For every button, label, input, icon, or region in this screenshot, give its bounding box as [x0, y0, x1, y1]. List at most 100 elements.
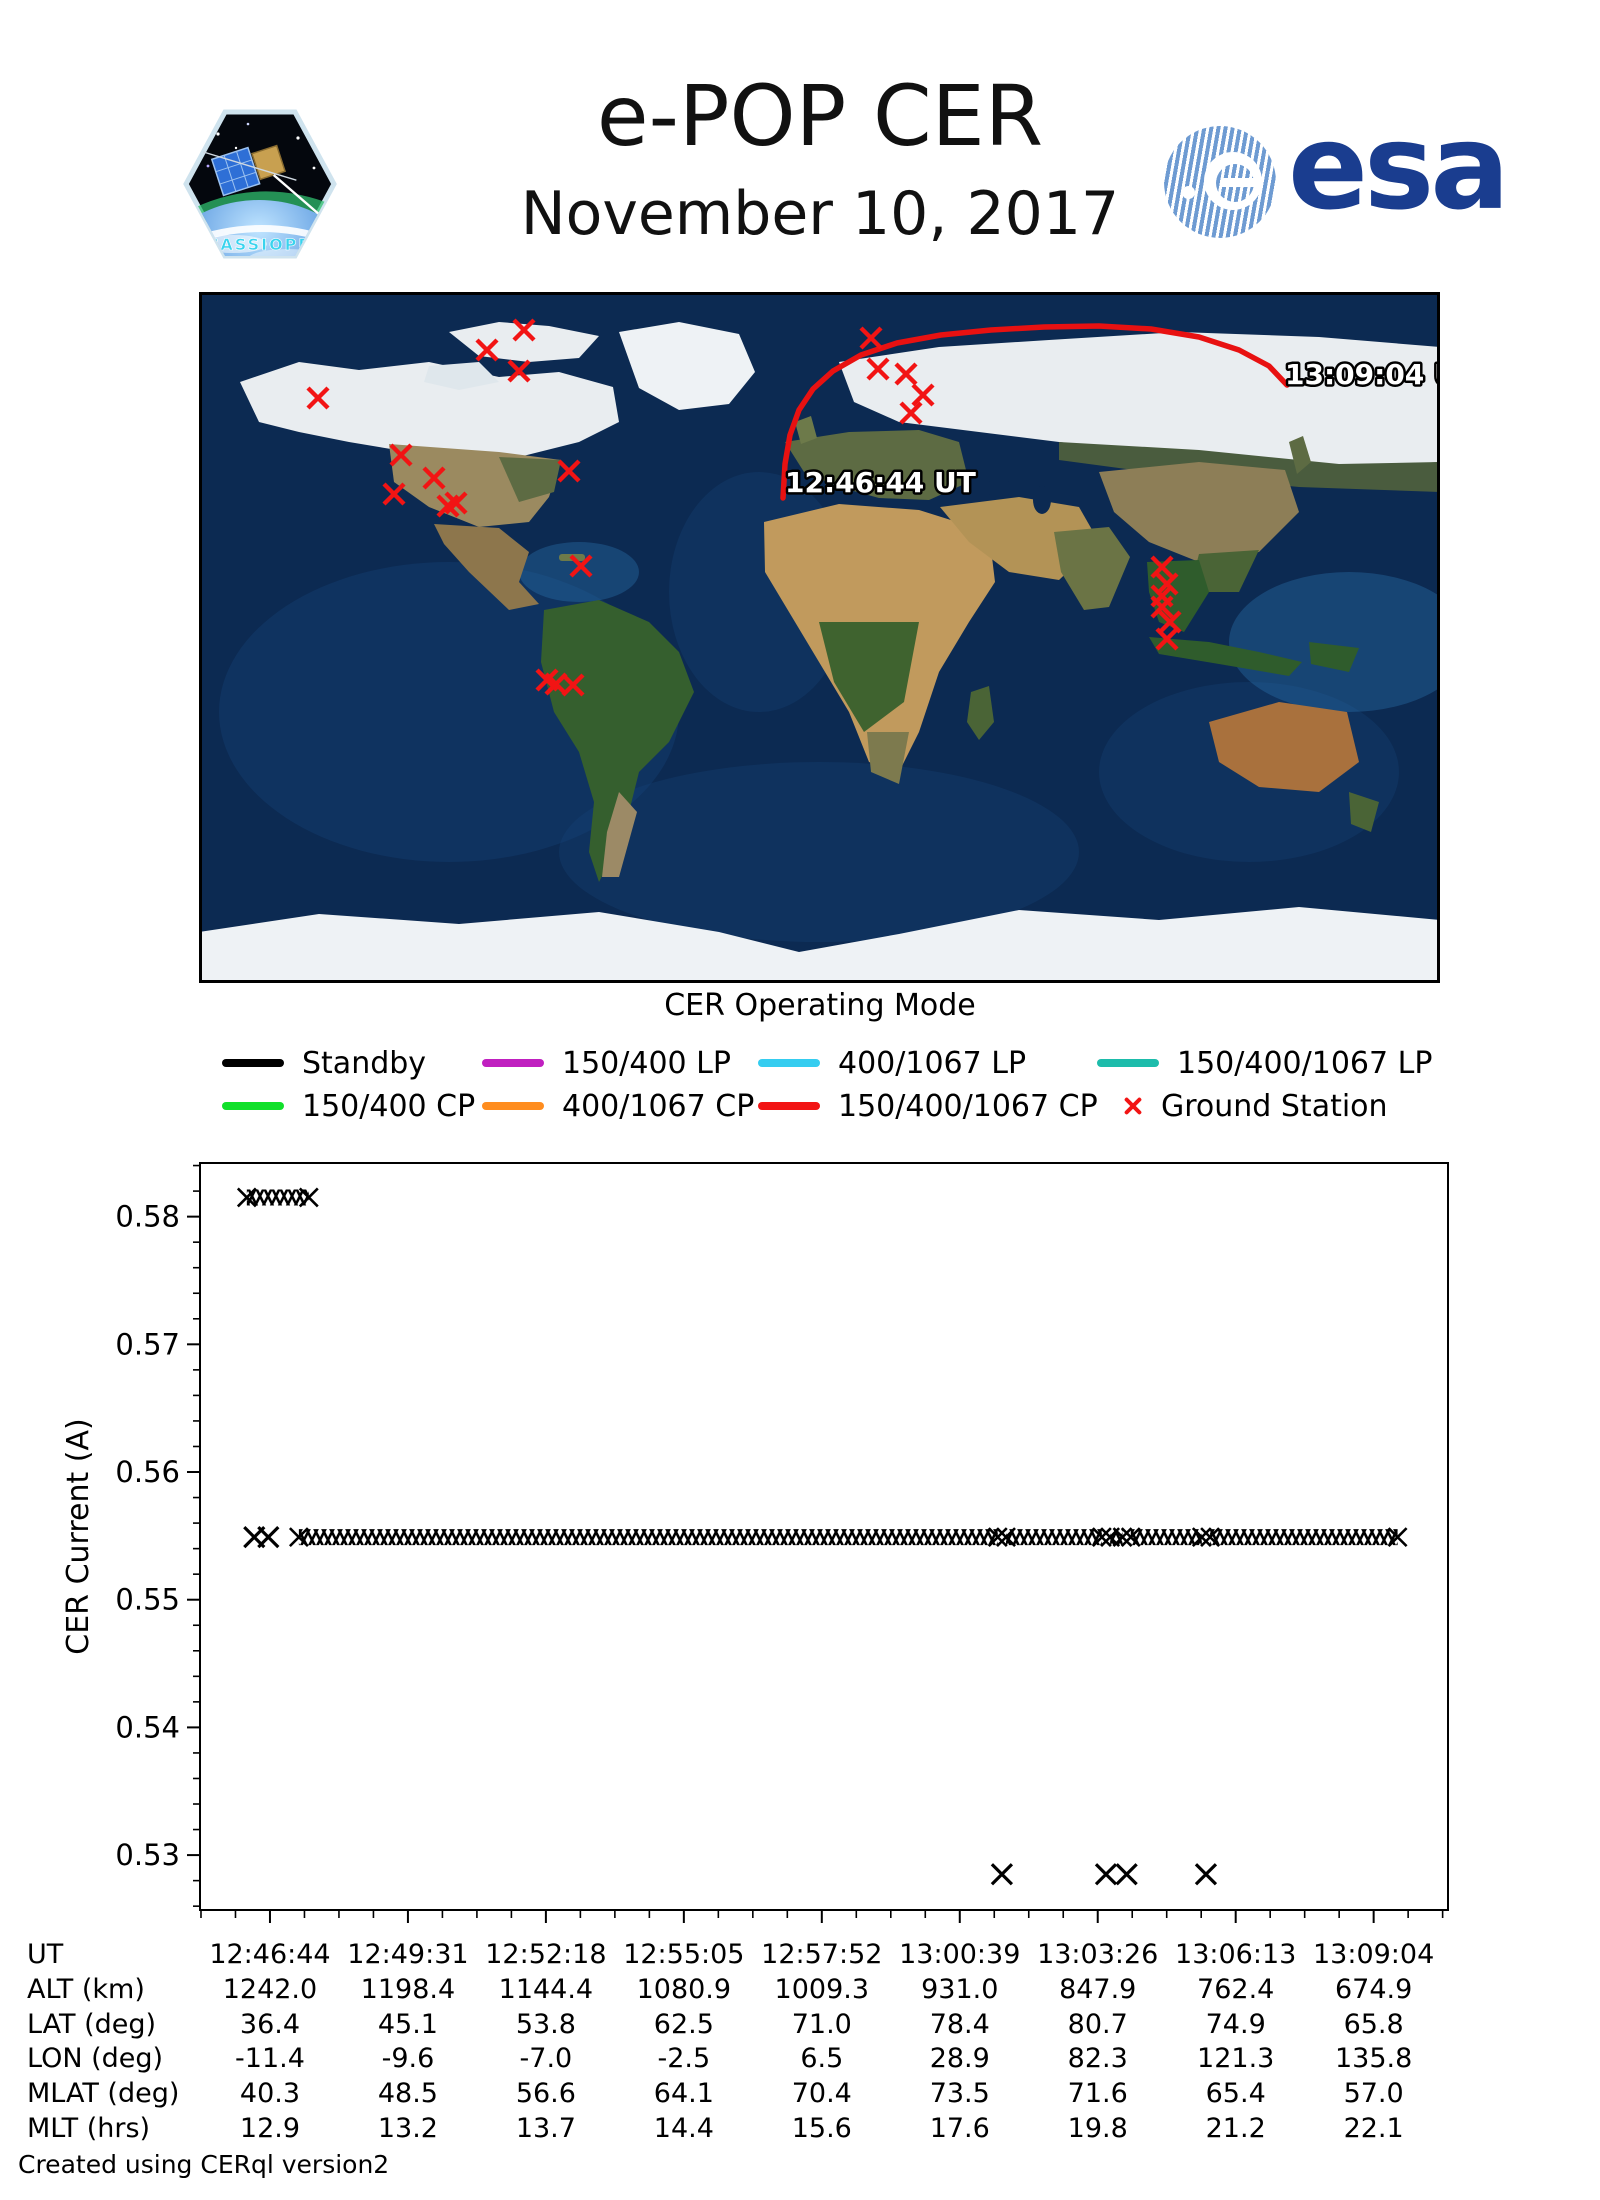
esa-logo: esa — [1164, 98, 1510, 244]
ground-station-marker — [306, 386, 330, 410]
table-cell: 1144.4 — [498, 1973, 594, 2005]
table-cell: 1198.4 — [360, 1973, 456, 2005]
ground-station-marker — [1150, 595, 1174, 619]
legend-item-400-1067-cp: 400/1067 CP — [482, 1088, 754, 1124]
table-cell: 1080.9 — [636, 1973, 732, 2005]
map-continents — [199, 322, 1440, 983]
strip-end-marker — [288, 1527, 309, 1548]
ground-station-marker — [859, 326, 883, 350]
cassiope-mission-patch: CASSIOPE — [183, 109, 337, 259]
table-cell: 1242.0 — [222, 1973, 318, 2005]
table-cell: 65.8 — [1343, 2008, 1404, 2040]
standby-line-swatch — [222, 1059, 284, 1067]
data-point-standby-dips — [1094, 1863, 1118, 1886]
plot-frame — [199, 1162, 1449, 1911]
ground-station-x-icon — [1121, 1095, 1143, 1117]
table-cell: 13:03:26 — [1037, 1939, 1159, 1970]
table-cell: 135.8 — [1334, 2043, 1413, 2075]
legend-item-150-400-1067-cp: 150/400/1067 CP — [758, 1088, 1098, 1124]
esa-globe-icon — [1164, 126, 1276, 238]
strip-end-marker — [1091, 1527, 1112, 1548]
table-cell: 80.7 — [1067, 2008, 1128, 2040]
table-row-label: ALT (km) — [27, 1973, 145, 2005]
ground-station-marker — [561, 673, 585, 697]
table-cell: 73.5 — [929, 2078, 990, 2110]
table-cell: 12:52:18 — [485, 1939, 607, 1970]
table-cell: 13:00:39 — [899, 1939, 1021, 1970]
table-cell: 13.2 — [377, 2113, 438, 2144]
ground-station-marker — [512, 318, 536, 342]
esa-wordmark: esa — [1288, 98, 1510, 236]
legend-item-ground-station: Ground Station — [1101, 1088, 1388, 1124]
table-cell: 13:09:04 — [1313, 1939, 1435, 1970]
page-subtitle: November 10, 2017 — [520, 179, 1120, 249]
table-row-alt: ALT (km) 1242.0 1198.4 1144.4 1080.9 1009.3 93… — [0, 1973, 1600, 2007]
legend-item-standby: Standby — [222, 1045, 426, 1081]
table-cell: 1009.3 — [774, 1973, 870, 2005]
y-tick-label: 0.56 — [115, 1455, 180, 1489]
table-cell: 762.4 — [1197, 1973, 1275, 2005]
y-axis-title: CER Current (A) — [61, 1418, 96, 1654]
ground-station-marker — [1155, 627, 1179, 651]
ground-station-marker — [422, 466, 446, 490]
strip-end-marker — [236, 1187, 257, 1208]
table-cell: 78.4 — [929, 2008, 990, 2040]
table-cell: 15.6 — [791, 2113, 852, 2144]
table-cell: 12:57:52 — [761, 1939, 883, 1970]
table-cell: 28.9 — [929, 2043, 990, 2075]
table-cell: 121.3 — [1197, 2043, 1275, 2075]
strip-end-marker — [1191, 1527, 1212, 1548]
legend-item-150-400-1067-lp: 150/400/1067 LP — [1097, 1045, 1432, 1081]
table-cell: 12.9 — [239, 2113, 301, 2144]
ground-station-marker — [382, 482, 406, 506]
ground-station-marker — [569, 554, 593, 578]
400-1067-lp-line-swatch — [758, 1059, 820, 1067]
legend-item-150-400-lp: 150/400 LP — [482, 1045, 731, 1081]
150-400-lp-line-swatch — [482, 1059, 544, 1067]
y-tick-label: 0.54 — [115, 1710, 180, 1744]
table-cell: 12:55:05 — [623, 1939, 745, 1970]
table-cell: 19.8 — [1067, 2113, 1128, 2144]
page-title: e-POP CER — [596, 67, 1044, 165]
strip-end-marker — [1112, 1527, 1133, 1548]
dense-marker-strip-standby-high-cluster — [246, 1189, 309, 1206]
150-400-1067-lp-line-swatch — [1097, 1059, 1159, 1067]
table-cell: 45.1 — [377, 2008, 438, 2040]
table-row-label: LAT (deg) — [27, 2008, 157, 2040]
strip-end-marker — [987, 1527, 1008, 1548]
table-cell: 21.2 — [1205, 2113, 1266, 2144]
table-cell: 13:06:13 — [1175, 1939, 1297, 1970]
ground-station-marker — [1150, 555, 1174, 579]
strip-end-marker — [1200, 1527, 1221, 1548]
table-row-label: UT — [27, 1939, 64, 1970]
ground-station-marker — [507, 359, 531, 383]
data-point-standby-dips — [1115, 1863, 1138, 1886]
table-cell: -2.5 — [657, 2043, 711, 2075]
ground-station-marker — [389, 443, 413, 467]
ground-station-marker — [899, 401, 923, 425]
table-cell: 40.3 — [239, 2078, 301, 2110]
table-cell: 71.0 — [791, 2008, 852, 2040]
legend-item-400-1067-lp: 400/1067 LP — [758, 1045, 1026, 1081]
table-cell: 57.0 — [1343, 2078, 1404, 2110]
table-cell: -11.4 — [235, 2043, 305, 2075]
ground-station-marker — [894, 362, 918, 386]
table-cell: 74.9 — [1205, 2008, 1266, 2040]
credit-text: Created using CERql version2 — [18, 2150, 390, 2179]
table-row-label: MLAT (deg) — [27, 2078, 180, 2110]
strip-end-marker — [1120, 1527, 1141, 1548]
table-cell: 12:46:44 — [209, 1939, 331, 1970]
table-cell: 17.6 — [929, 2113, 990, 2144]
legend-title: CER Operating Mode — [664, 988, 976, 1023]
pass-start-time-label: 12:46:44 UT — [785, 466, 976, 499]
ground-station-marker — [911, 383, 935, 407]
table-cell: 70.4 — [791, 2078, 852, 2110]
ground-track-map: 12:46:44 UT 13:09:04 UT — [199, 292, 1478, 983]
table-row-label: MLT (hrs) — [27, 2113, 151, 2144]
ground-station-marker — [866, 357, 890, 381]
dense-marker-strip-standby-main-line — [1210, 1529, 1398, 1546]
cer-current-chart: 0.58 0.57 0.56 0.55 0.54 0.53 CER Current (A) — [61, 1162, 1449, 1923]
150-400-1067-cp-line-swatch — [758, 1102, 820, 1110]
table-cell: 64.1 — [653, 2078, 714, 2110]
